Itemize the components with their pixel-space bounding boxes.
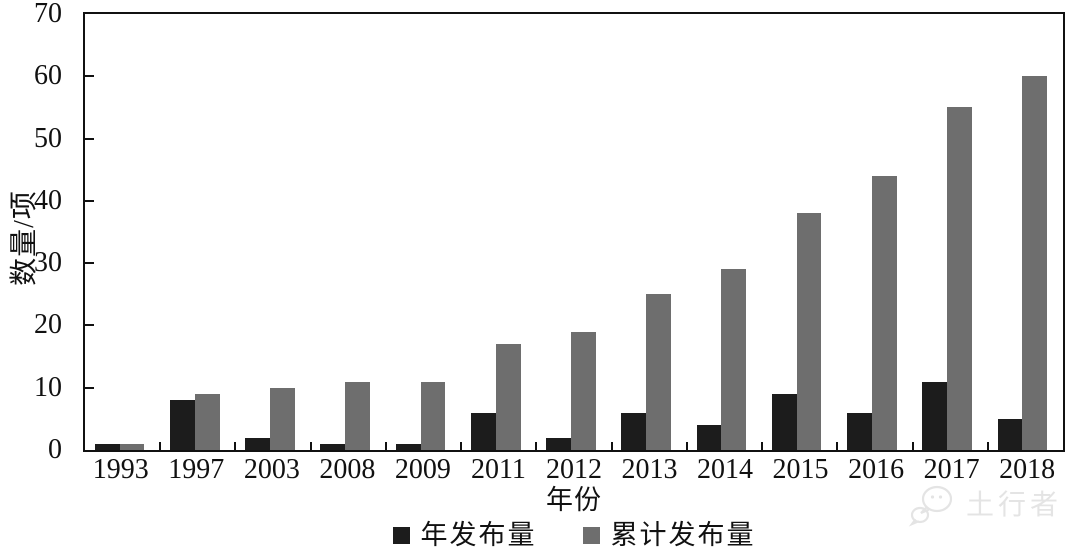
x-axis-title: 年份 <box>546 485 602 515</box>
y-tick-label: 60 <box>34 60 62 92</box>
x-tick <box>610 442 613 450</box>
bar-年发布量-2009 <box>395 443 421 450</box>
y-tick <box>85 386 94 389</box>
bar-累计发布量-2015 <box>796 213 822 450</box>
bar-年发布量-2018 <box>997 418 1023 450</box>
bar-累计发布量-1997 <box>194 393 220 450</box>
bar-年发布量-1993 <box>94 443 120 450</box>
x-tick-label: 2011 <box>470 454 526 485</box>
x-tick <box>761 442 764 450</box>
y-tick <box>85 324 94 327</box>
x-tick-label: 2014 <box>697 454 754 485</box>
x-tick-label: 2003 <box>243 454 300 485</box>
bar-累计发布量-2014 <box>721 269 747 450</box>
x-tick <box>309 442 312 450</box>
y-tick <box>85 137 94 140</box>
x-tick <box>986 442 989 450</box>
legend-item-累计发布量: 累计发布量 <box>582 520 756 550</box>
bar-累计发布量-2016 <box>871 175 897 450</box>
legend-swatch-icon <box>582 527 600 544</box>
y-tick-label: 20 <box>34 309 62 341</box>
x-tick <box>911 442 914 450</box>
y-tick <box>85 199 94 202</box>
wechat-icon <box>908 485 953 527</box>
legend-label: 年发布量 <box>420 520 537 550</box>
bar-年发布量-2013 <box>621 412 647 450</box>
bar-年发布量-2012 <box>546 437 571 450</box>
y-tick <box>85 75 94 78</box>
y-tick-label: 40 <box>34 184 62 216</box>
x-tick <box>685 442 688 450</box>
x-tick-label: 2016 <box>848 454 905 485</box>
y-axis-tick-labels: 0 10 20 30 40 50 60 70 <box>0 0 74 464</box>
bar-年发布量-2008 <box>320 443 346 450</box>
x-tick-label: 2017 <box>923 454 980 485</box>
watermark: 土行者 <box>908 484 1062 528</box>
legend-item-年发布量: 年发布量 <box>392 520 537 550</box>
bar-年发布量-2011 <box>470 412 496 450</box>
legend: 年发布量 累计发布量 <box>83 522 1065 549</box>
legend-label: 累计发布量 <box>610 520 756 550</box>
x-tick <box>159 442 162 450</box>
x-axis-tick-labels: 1993 1997 2003 2008 2009 2011 2012 2013 2014 2015… <box>83 456 1065 484</box>
x-tick <box>234 442 237 450</box>
bar-年发布量-2015 <box>771 393 797 450</box>
x-tick <box>836 442 839 450</box>
x-tick <box>460 442 463 450</box>
x-tick-label: 1997 <box>168 454 225 485</box>
x-tick-label: 2012 <box>545 454 602 485</box>
legend-swatch-icon <box>392 527 410 544</box>
x-tick-label: 2015 <box>772 454 829 485</box>
bar-累计发布量-2003 <box>270 387 295 450</box>
bar-年发布量-1997 <box>170 400 195 450</box>
x-tick <box>384 442 387 450</box>
plot-area <box>83 12 1065 452</box>
y-tick-label: 10 <box>34 371 62 403</box>
bar-累计发布量-2008 <box>345 381 371 450</box>
bar-年发布量-2014 <box>696 425 722 450</box>
x-tick-label: 2009 <box>394 454 451 485</box>
bar-累计发布量-2017 <box>947 107 972 450</box>
bar-年发布量-2016 <box>847 412 872 450</box>
y-tick-label: 50 <box>34 122 62 154</box>
x-tick-label: 2018 <box>999 454 1056 485</box>
bar-累计发布量-1993 <box>119 443 145 450</box>
bar-年发布量-2017 <box>922 381 948 450</box>
x-tick-label: 2008 <box>319 454 376 485</box>
bar-累计发布量-2009 <box>420 381 446 450</box>
y-tick-label: 0 <box>48 434 62 465</box>
bar-累计发布量-2018 <box>1022 76 1048 450</box>
x-tick <box>535 442 538 450</box>
x-tick-label: 1993 <box>92 454 149 485</box>
bar-累计发布量-2012 <box>570 331 596 450</box>
y-tick <box>85 262 94 265</box>
x-tick-label: 2013 <box>621 454 678 485</box>
bar-累计发布量-2013 <box>646 294 672 450</box>
bar-年发布量-2003 <box>245 437 271 450</box>
y-tick-label: 30 <box>34 247 62 279</box>
watermark-text: 土行者 <box>966 490 1063 521</box>
bar-累计发布量-2011 <box>495 344 521 450</box>
y-tick-label: 70 <box>34 0 62 29</box>
